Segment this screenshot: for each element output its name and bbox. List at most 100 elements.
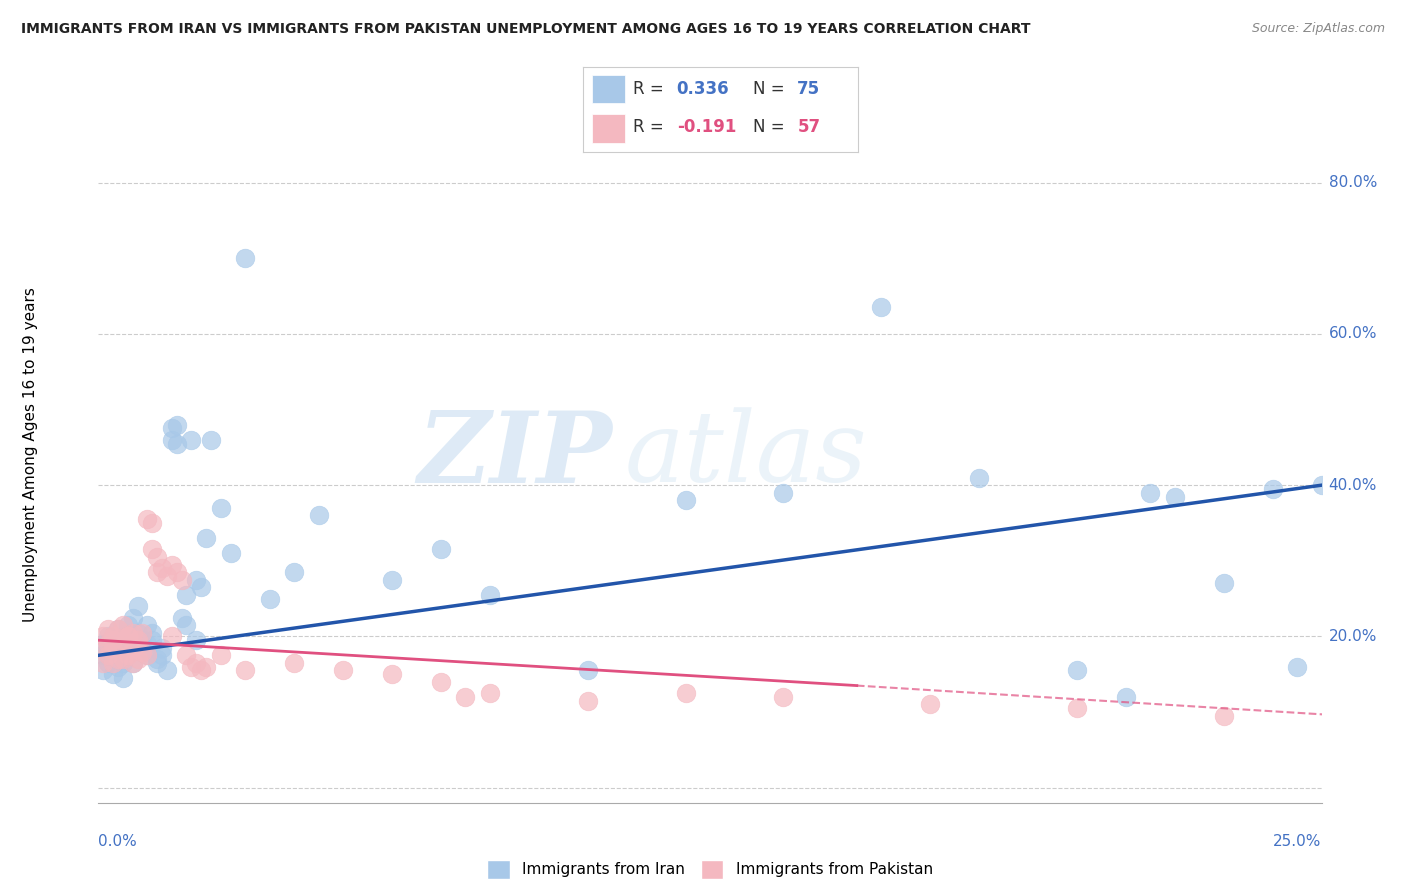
Point bbox=[195, 531, 218, 545]
Point bbox=[176, 588, 198, 602]
Point bbox=[381, 667, 404, 681]
Point bbox=[146, 652, 169, 666]
Point bbox=[101, 640, 124, 655]
Text: N =: N = bbox=[754, 79, 790, 97]
Point bbox=[200, 433, 222, 447]
Point bbox=[160, 629, 183, 643]
Point bbox=[127, 599, 149, 614]
Point bbox=[170, 610, 193, 624]
Point bbox=[127, 633, 149, 648]
Point bbox=[186, 633, 208, 648]
Point bbox=[430, 542, 453, 557]
Point bbox=[107, 644, 129, 658]
Text: atlas: atlas bbox=[624, 408, 868, 502]
Text: 25.0%: 25.0% bbox=[1274, 834, 1322, 849]
Point bbox=[675, 493, 697, 508]
Point bbox=[117, 648, 139, 663]
Text: 80.0%: 80.0% bbox=[1329, 175, 1376, 190]
Point bbox=[176, 648, 198, 663]
Point bbox=[131, 633, 153, 648]
Point bbox=[121, 625, 143, 640]
Point bbox=[136, 637, 159, 651]
Point bbox=[131, 644, 153, 658]
Point bbox=[111, 671, 134, 685]
Point bbox=[121, 610, 143, 624]
Point bbox=[107, 637, 129, 651]
Point bbox=[156, 664, 179, 678]
Text: 40.0%: 40.0% bbox=[1329, 478, 1376, 492]
Point bbox=[454, 690, 477, 704]
Point bbox=[381, 573, 404, 587]
Point bbox=[259, 591, 281, 606]
Point bbox=[136, 648, 159, 663]
Point bbox=[166, 565, 188, 579]
Point bbox=[121, 656, 143, 670]
Point bbox=[180, 659, 202, 673]
Point bbox=[160, 558, 183, 572]
Point bbox=[91, 637, 114, 651]
Point bbox=[772, 690, 794, 704]
Point bbox=[111, 618, 134, 632]
Point bbox=[190, 580, 212, 594]
Text: 20.0%: 20.0% bbox=[1329, 629, 1376, 644]
Text: Unemployment Among Ages 16 to 19 years: Unemployment Among Ages 16 to 19 years bbox=[24, 287, 38, 623]
Text: 0.0%: 0.0% bbox=[98, 834, 138, 849]
Point bbox=[160, 421, 183, 435]
Point bbox=[150, 561, 173, 575]
Point bbox=[107, 622, 129, 636]
Point bbox=[117, 618, 139, 632]
Point bbox=[141, 625, 163, 640]
Point bbox=[1164, 490, 1187, 504]
Text: 75: 75 bbox=[797, 79, 821, 97]
Point bbox=[111, 629, 134, 643]
Point bbox=[576, 694, 599, 708]
Text: 57: 57 bbox=[797, 119, 821, 136]
Point bbox=[190, 664, 212, 678]
Point bbox=[111, 656, 134, 670]
Bar bbox=[592, 114, 624, 143]
Point bbox=[101, 656, 124, 670]
Point bbox=[772, 485, 794, 500]
Point bbox=[150, 640, 173, 655]
Point bbox=[576, 664, 599, 678]
Point bbox=[146, 565, 169, 579]
Point bbox=[131, 625, 153, 640]
Point bbox=[127, 652, 149, 666]
Point bbox=[117, 629, 139, 643]
Point bbox=[430, 674, 453, 689]
Point bbox=[195, 659, 218, 673]
Point bbox=[107, 633, 129, 648]
Point bbox=[97, 637, 120, 651]
Point bbox=[160, 433, 183, 447]
Point bbox=[478, 686, 501, 700]
Point bbox=[176, 618, 198, 632]
Point bbox=[91, 656, 114, 670]
Point bbox=[101, 644, 124, 658]
Point bbox=[170, 573, 193, 587]
Point bbox=[141, 516, 163, 530]
Point bbox=[121, 640, 143, 655]
Point bbox=[308, 508, 330, 523]
Point bbox=[146, 656, 169, 670]
Point bbox=[141, 542, 163, 557]
Point bbox=[101, 633, 124, 648]
Point bbox=[121, 656, 143, 670]
Point bbox=[332, 664, 354, 678]
Point bbox=[1066, 664, 1088, 678]
Point bbox=[920, 698, 942, 712]
Point bbox=[101, 667, 124, 681]
Point bbox=[111, 652, 134, 666]
Point bbox=[121, 629, 143, 643]
Point bbox=[1212, 708, 1234, 723]
Point bbox=[233, 252, 256, 266]
Point bbox=[283, 565, 305, 579]
Point bbox=[233, 664, 256, 678]
Point bbox=[97, 629, 120, 643]
Point bbox=[186, 573, 208, 587]
Point bbox=[1212, 576, 1234, 591]
Point bbox=[117, 633, 139, 648]
Point bbox=[209, 648, 232, 663]
Point bbox=[131, 644, 153, 658]
Text: 0.336: 0.336 bbox=[676, 79, 730, 97]
Point bbox=[121, 633, 143, 648]
